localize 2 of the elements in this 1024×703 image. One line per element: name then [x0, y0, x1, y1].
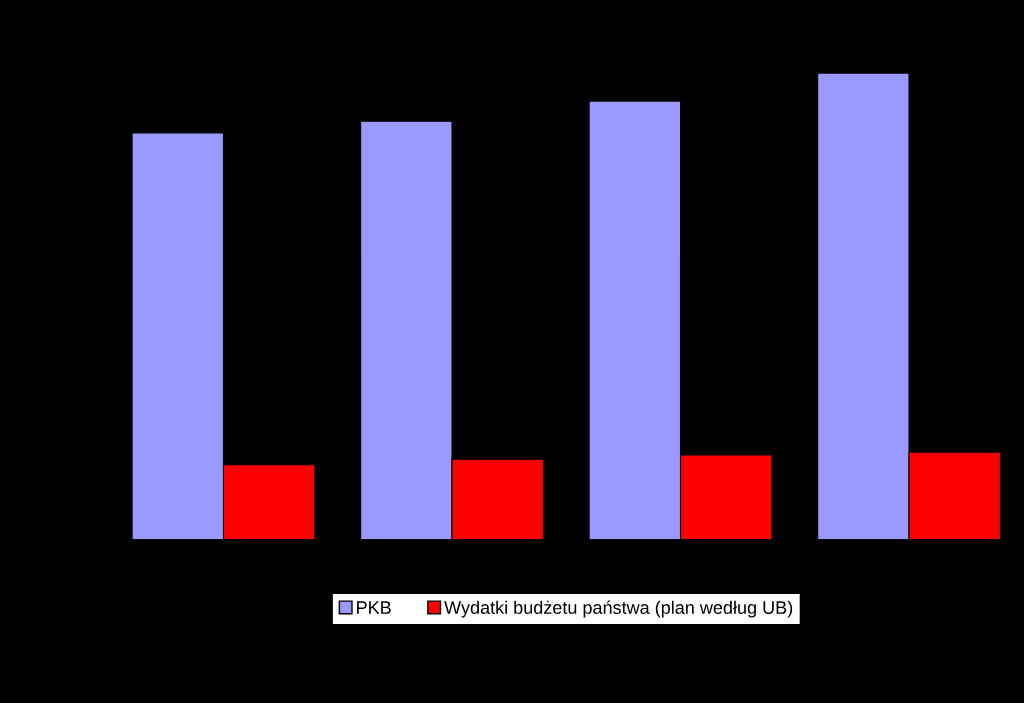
- legend-label: Wydatki budżetu państwa (plan według UB): [444, 600, 793, 618]
- legend-label: PKB: [357, 601, 391, 614]
